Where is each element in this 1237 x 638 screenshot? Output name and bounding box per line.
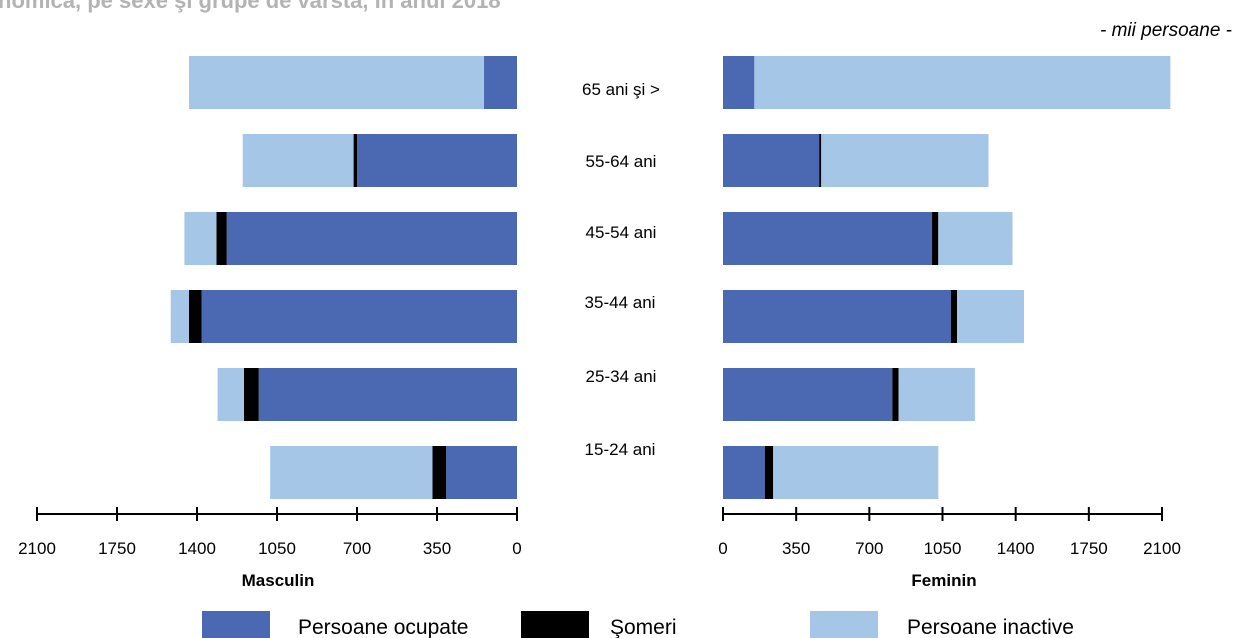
bars-group xyxy=(170,56,1171,499)
bar-feminin-someri-55-64-ani xyxy=(819,134,822,187)
tick-label-masculin-1750: 1750 xyxy=(98,539,136,558)
category-labels: 65 ani şi > 55-64 ani 45-54 ani 35-44 ani 25… xyxy=(582,80,660,459)
bar-feminin-persoane-ocupate-25-34-ani xyxy=(723,368,893,421)
category-label-25-34-ani: 25-34 ani xyxy=(586,367,657,386)
bar-masculin-persoane-inactive-65-ani-si xyxy=(189,56,484,109)
legend-swatch-persoane-inactive xyxy=(810,611,878,638)
bar-feminin-persoane-inactive-45-54-ani xyxy=(938,212,1013,265)
legend-swatch-persoane-ocupate xyxy=(202,611,270,638)
bar-feminin-persoane-ocupate-65-ani-si xyxy=(723,56,755,109)
axes-group: 2100 1750 1400 1050 700 350 0 0 350 700 1050 1400 17… xyxy=(18,507,1181,558)
bar-masculin-persoane-ocupate-65-ani-si xyxy=(483,56,517,109)
category-label-65-ani-si: 65 ani şi > xyxy=(582,80,660,99)
bar-masculin-persoane-ocupate-25-34-ani xyxy=(258,368,517,421)
bar-masculin-persoane-ocupate-35-44-ani xyxy=(201,290,518,343)
legend-label-persoane-ocupate: Persoane ocupate xyxy=(298,616,468,638)
bar-masculin-someri-55-64-ani xyxy=(353,134,357,187)
axis-title-masculin: Masculin xyxy=(242,571,315,590)
legend: Persoane ocupate Şomeri Persoane inactive xyxy=(202,611,1074,638)
bar-feminin-persoane-inactive-55-64-ani xyxy=(821,134,989,187)
legend-swatch-someri xyxy=(521,611,589,638)
tick-label-feminin-700: 700 xyxy=(855,539,883,558)
bar-feminin-someri-45-54-ani xyxy=(932,212,939,265)
tick-label-feminin-1750: 1750 xyxy=(1070,539,1108,558)
bar-masculin-persoane-ocupate-45-54-ani xyxy=(226,212,517,265)
chart-title: nomică, pe sexe şi grupe de vârstă, în a… xyxy=(0,0,501,13)
bar-feminin-persoane-ocupate-55-64-ani xyxy=(723,134,820,187)
tick-label-feminin-0: 0 xyxy=(718,539,727,558)
bar-masculin-someri-25-34-ani xyxy=(243,368,259,421)
bar-feminin-someri-35-44-ani xyxy=(950,290,958,343)
category-label-55-64-ani: 55-64 ani xyxy=(586,152,657,171)
tick-label-masculin-1050: 1050 xyxy=(258,539,296,558)
bar-masculin-persoane-inactive-15-24-ani xyxy=(270,446,433,499)
bar-masculin-someri-45-54-ani xyxy=(216,212,227,265)
axis-title-feminin: Feminin xyxy=(911,571,976,590)
category-label-35-44-ani: 35-44 ani xyxy=(585,293,656,312)
unit-note: - mii persoane - xyxy=(1100,20,1232,41)
bar-feminin-persoane-ocupate-15-24-ani xyxy=(723,446,765,499)
legend-label-persoane-inactive: Persoane inactive xyxy=(907,616,1074,638)
legend-label-someri: Şomeri xyxy=(610,616,677,638)
bar-feminin-persoane-inactive-65-ani-si xyxy=(754,56,1171,109)
tick-label-feminin-350: 350 xyxy=(782,539,810,558)
bar-feminin-someri-25-34-ani xyxy=(892,368,899,421)
bar-feminin-persoane-inactive-35-44-ani xyxy=(957,290,1025,343)
bar-feminin-persoane-inactive-25-34-ani xyxy=(898,368,975,421)
bar-masculin-persoane-inactive-55-64-ani xyxy=(242,134,354,187)
tick-label-masculin-350: 350 xyxy=(423,539,451,558)
tick-label-masculin-1400: 1400 xyxy=(178,539,216,558)
tick-label-feminin-1050: 1050 xyxy=(924,539,962,558)
bar-feminin-persoane-inactive-15-24-ani xyxy=(773,446,939,499)
category-label-15-24-ani: 15-24 ani xyxy=(585,440,656,459)
bar-feminin-persoane-ocupate-35-44-ani xyxy=(723,290,951,343)
tick-label-feminin-1400: 1400 xyxy=(997,539,1035,558)
bar-masculin-persoane-inactive-35-44-ani xyxy=(170,290,189,343)
bar-masculin-persoane-inactive-45-54-ani xyxy=(184,212,217,265)
bar-masculin-someri-15-24-ani xyxy=(432,446,447,499)
tick-label-masculin-700: 700 xyxy=(343,539,371,558)
tick-label-feminin-2100: 2100 xyxy=(1143,539,1181,558)
bar-feminin-someri-15-24-ani xyxy=(764,446,774,499)
tick-label-masculin-2100: 2100 xyxy=(18,539,56,558)
bar-masculin-persoane-ocupate-15-24-ani xyxy=(446,446,517,499)
bar-masculin-someri-35-44-ani xyxy=(189,290,202,343)
category-label-45-54-ani: 45-54 ani xyxy=(586,223,657,242)
bar-feminin-persoane-ocupate-45-54-ani xyxy=(723,212,933,265)
bar-masculin-persoane-ocupate-55-64-ani xyxy=(357,134,517,187)
tick-label-masculin-0: 0 xyxy=(512,539,521,558)
bar-masculin-persoane-inactive-25-34-ani xyxy=(217,368,244,421)
